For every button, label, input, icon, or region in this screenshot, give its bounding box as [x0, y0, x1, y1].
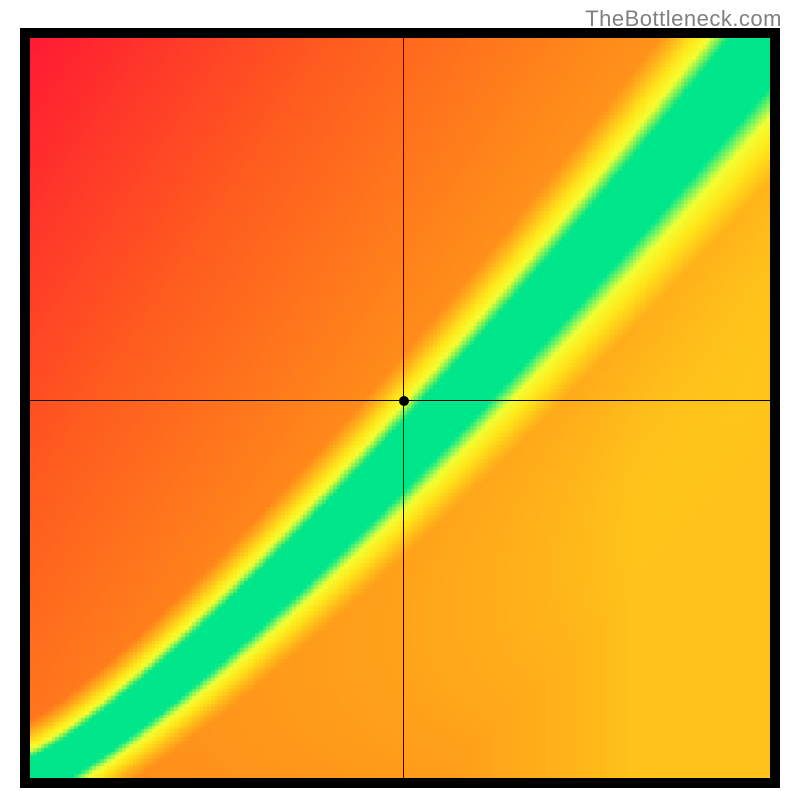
crosshair-marker — [399, 396, 409, 406]
plot-frame — [20, 28, 780, 788]
plot-area — [30, 38, 770, 778]
watermark-text: TheBottleneck.com — [585, 6, 782, 32]
crosshair-vertical — [403, 38, 404, 778]
heatmap-canvas — [30, 38, 770, 778]
chart-container: TheBottleneck.com — [0, 0, 800, 800]
